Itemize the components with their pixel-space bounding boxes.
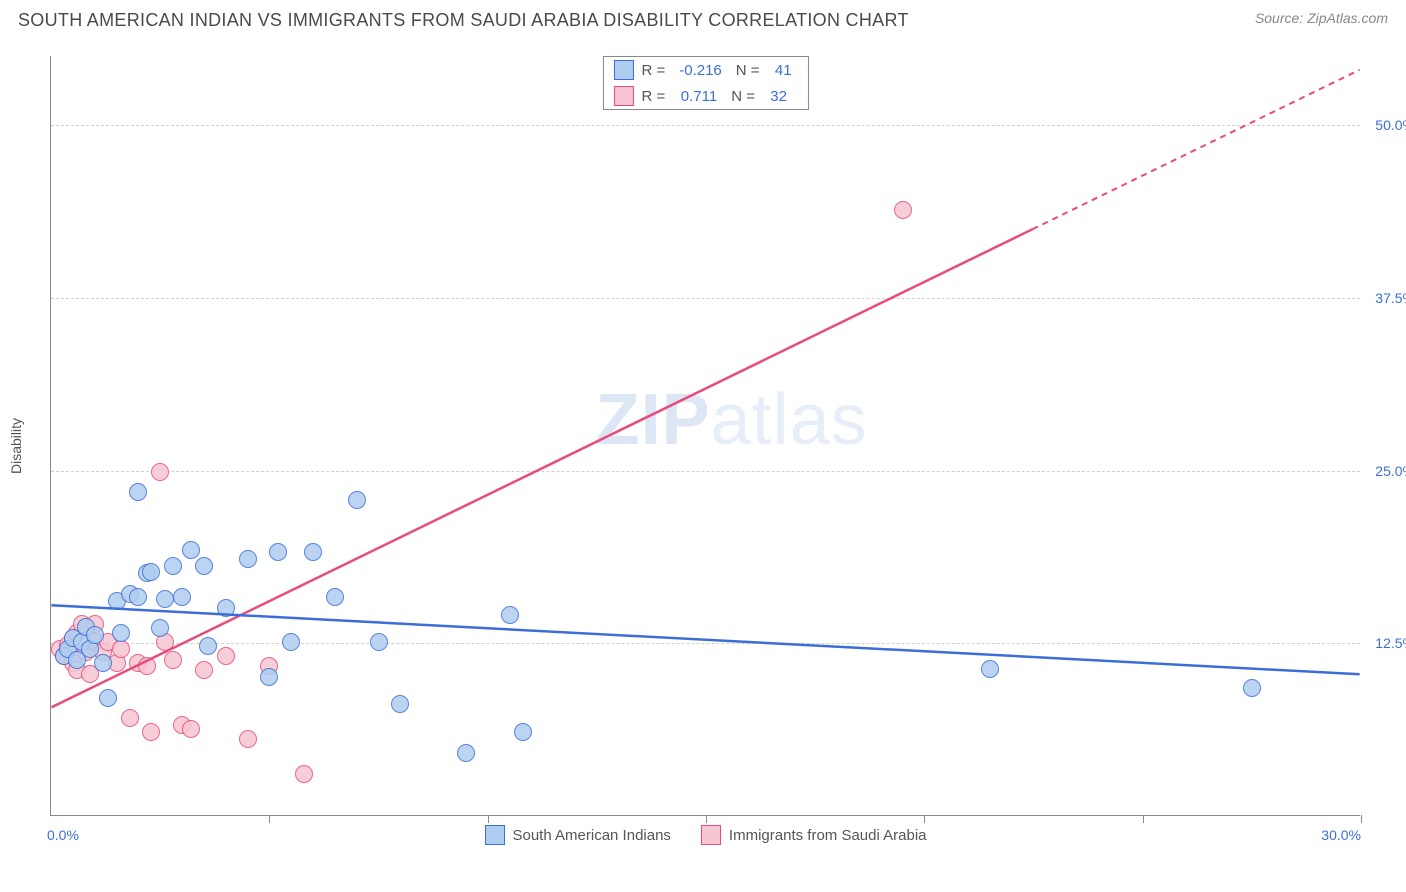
legend-swatch (613, 60, 633, 80)
legend-stat-row: R = -0.216 N = 41 (603, 57, 807, 83)
gridline (51, 471, 1360, 472)
chart-title: SOUTH AMERICAN INDIAN VS IMMIGRANTS FROM… (18, 10, 909, 31)
point-series-a (269, 543, 287, 561)
point-series-a (457, 744, 475, 762)
y-axis-label: Disability (8, 418, 24, 474)
point-series-a (391, 695, 409, 713)
source-label: Source: ZipAtlas.com (1255, 10, 1388, 26)
point-series-a (182, 541, 200, 559)
chart-plot-area: ZIPatlas R = -0.216 N = 41 R = 0.711 N =… (50, 56, 1360, 816)
point-series-b (195, 661, 213, 679)
point-series-a (112, 624, 130, 642)
legend-series-item: Immigrants from Saudi Arabia (701, 825, 927, 845)
point-series-a (195, 557, 213, 575)
point-series-a (981, 660, 999, 678)
y-tick-label: 25.0% (1375, 463, 1406, 479)
point-series-a (348, 491, 366, 509)
point-series-a (99, 689, 117, 707)
point-series-b (121, 709, 139, 727)
point-series-b (217, 647, 235, 665)
r-value: 0.711 (673, 88, 723, 105)
x-tick (1361, 815, 1362, 823)
r-label: R = (641, 62, 665, 79)
r-label: R = (641, 88, 665, 105)
point-series-a (129, 588, 147, 606)
n-label: N = (736, 62, 760, 79)
gridline (51, 643, 1360, 644)
n-value: 41 (768, 62, 798, 79)
x-tick (269, 815, 270, 823)
point-series-b (142, 723, 160, 741)
x-tick (706, 815, 707, 823)
x-tick (1143, 815, 1144, 823)
point-series-a (94, 654, 112, 672)
correlation-legend: R = -0.216 N = 41 R = 0.711 N = 32 (602, 56, 808, 110)
point-series-a (86, 626, 104, 644)
point-series-b (295, 765, 313, 783)
x-tick (924, 815, 925, 823)
n-label: N = (731, 88, 755, 105)
point-series-a (142, 563, 160, 581)
point-series-b (164, 651, 182, 669)
x-tick-label: 0.0% (47, 827, 79, 843)
legend-series-label: Immigrants from Saudi Arabia (729, 827, 927, 844)
point-series-a (164, 557, 182, 575)
series-legend: South American Indians Immigrants from S… (484, 825, 926, 845)
gridline (51, 298, 1360, 299)
point-series-a (173, 588, 191, 606)
n-value: 32 (763, 88, 793, 105)
point-series-a (304, 543, 322, 561)
trend-lines-layer (51, 56, 1360, 815)
legend-stat-row: R = 0.711 N = 32 (603, 83, 807, 109)
point-series-b (112, 640, 130, 658)
x-tick-label: 30.0% (1321, 827, 1361, 843)
point-series-a (217, 599, 235, 617)
point-series-a (501, 606, 519, 624)
point-series-b (894, 201, 912, 219)
legend-swatch (701, 825, 721, 845)
point-series-b (138, 657, 156, 675)
legend-swatch (484, 825, 504, 845)
point-series-a (326, 588, 344, 606)
legend-swatch (613, 86, 633, 106)
y-tick-label: 12.5% (1375, 635, 1406, 651)
point-series-a (370, 633, 388, 651)
gridline (51, 125, 1360, 126)
chart-header: SOUTH AMERICAN INDIAN VS IMMIGRANTS FROM… (0, 0, 1406, 35)
point-series-a (199, 637, 217, 655)
point-series-b (239, 730, 257, 748)
point-series-a (1243, 679, 1261, 697)
x-tick (488, 815, 489, 823)
point-series-a (260, 668, 278, 686)
y-tick-label: 50.0% (1375, 117, 1406, 133)
point-series-a (156, 590, 174, 608)
point-series-a (514, 723, 532, 741)
r-value: -0.216 (673, 62, 728, 79)
point-series-a (239, 550, 257, 568)
point-series-a (282, 633, 300, 651)
point-series-b (151, 463, 169, 481)
point-series-a (151, 619, 169, 637)
point-series-a (129, 483, 147, 501)
y-tick-label: 37.5% (1375, 290, 1406, 306)
point-series-b (182, 720, 200, 738)
watermark: ZIPatlas (596, 379, 868, 461)
legend-series-item: South American Indians (484, 825, 670, 845)
legend-series-label: South American Indians (512, 827, 670, 844)
